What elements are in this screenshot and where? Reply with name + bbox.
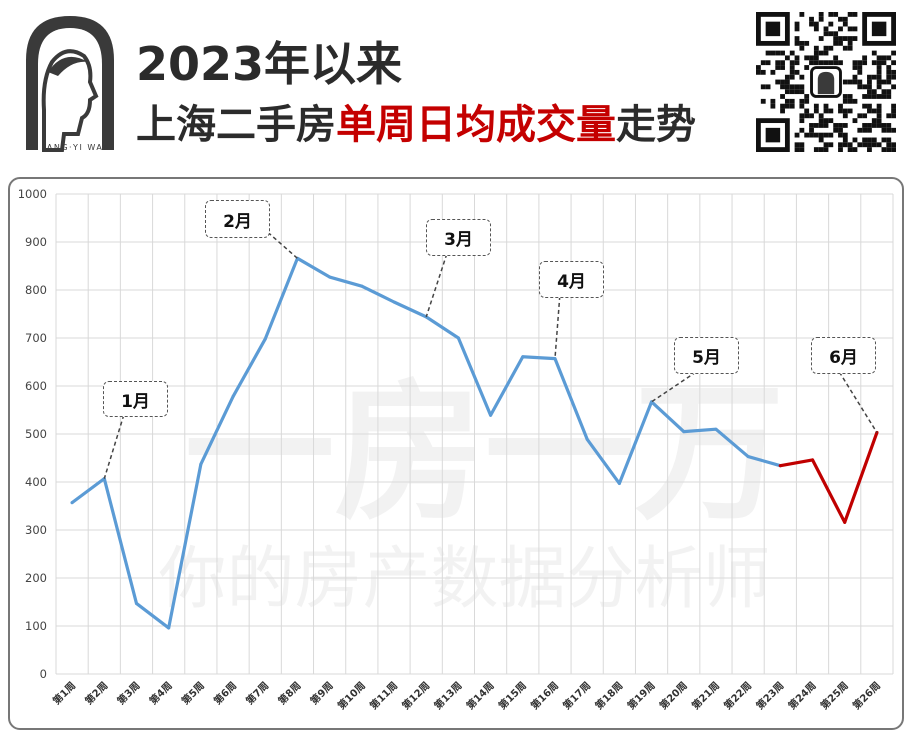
y-tick-label: 600: [25, 379, 47, 393]
qr-code-icon: [756, 12, 896, 152]
x-tick-label: 第17周: [560, 679, 593, 712]
y-tick-label: 100: [25, 619, 47, 633]
x-tick-label: 第20周: [657, 679, 690, 712]
x-tick-label: 第11周: [367, 679, 400, 712]
y-tick-label: 500: [25, 427, 47, 441]
annotation-connector: [425, 253, 448, 318]
x-tick-label: 第4周: [147, 679, 175, 707]
x-tick-label: 第3周: [114, 679, 142, 707]
x-tick-label: 第9周: [307, 679, 335, 707]
x-tick-label: 第14周: [464, 679, 497, 712]
data-point: [811, 458, 815, 462]
data-point: [521, 355, 525, 359]
x-tick-label: 第19周: [625, 679, 658, 712]
data-point: [617, 481, 621, 485]
y-tick-label: 400: [25, 475, 47, 489]
x-tick-label: 第24周: [785, 679, 818, 712]
data-point: [231, 395, 235, 399]
y-tick-label: 300: [25, 523, 47, 537]
x-tick-label: 第13周: [431, 679, 464, 712]
data-point: [134, 601, 138, 605]
y-tick-label: 200: [25, 571, 47, 585]
x-tick-label: 第18周: [592, 679, 625, 712]
data-point: [714, 427, 718, 431]
x-tick-label: 第12周: [399, 679, 432, 712]
x-tick-label: 第23周: [753, 679, 786, 712]
x-tick-label: 第22周: [721, 679, 754, 712]
x-tick-label: 第7周: [243, 679, 271, 707]
month-annotation: 2月: [205, 200, 270, 238]
data-point: [489, 413, 493, 417]
title-line2-suffix: 走势: [616, 102, 696, 148]
y-tick-label: 0: [40, 667, 47, 681]
x-tick-label: 第5周: [179, 679, 207, 707]
data-point: [263, 337, 267, 341]
watermark-sub: 你的房产数据分析师: [158, 540, 770, 619]
month-annotation: 3月: [426, 219, 491, 256]
x-tick-label: 第16周: [528, 679, 561, 712]
data-point: [682, 430, 686, 434]
x-tick-label: 第2周: [82, 679, 110, 707]
x-tick-label: 第6周: [211, 679, 239, 707]
title-line2-highlight: 单周日均成交量: [336, 102, 616, 148]
annotation-connector: [838, 371, 878, 433]
annotation-connector: [267, 231, 298, 259]
chart-frame: [8, 177, 904, 730]
data-point: [553, 357, 557, 361]
month-annotation: 5月: [674, 337, 739, 374]
series-line-recent: [778, 430, 879, 524]
y-tick-label: 1000: [18, 187, 47, 201]
data-point: [199, 462, 203, 466]
logo-icon: [26, 16, 114, 152]
data-point: [392, 300, 396, 304]
data-point: [328, 275, 332, 279]
data-point: [746, 455, 750, 459]
y-tick-label: 700: [25, 331, 47, 345]
month-annotation: 6月: [811, 337, 876, 374]
month-annotation: 4月: [539, 261, 604, 298]
month-annotation: 1月: [103, 381, 168, 417]
logo-caption: YI FANG·YI WAN: [27, 143, 111, 152]
x-tick-label: 第1周: [50, 679, 78, 707]
watermark-main: 一房一万: [184, 367, 784, 541]
data-point: [843, 520, 847, 524]
x-tick-label: 第25周: [818, 679, 851, 712]
y-tick-label: 900: [25, 235, 47, 249]
title-line1: 2023年以来: [136, 37, 403, 91]
annotation-connector: [651, 371, 697, 403]
data-point: [456, 336, 460, 340]
x-tick-label: 第10周: [335, 679, 368, 712]
annotation-connector: [554, 295, 561, 359]
data-point: [585, 437, 589, 441]
title-line2: 上海二手房单周日均成交量走势: [136, 92, 696, 150]
x-tick-label: 第8周: [275, 679, 303, 707]
x-tick-label: 第15周: [496, 679, 529, 712]
x-tick-label: 第21周: [689, 679, 722, 712]
data-point: [167, 626, 171, 630]
data-point: [778, 464, 782, 468]
data-point: [360, 284, 364, 288]
y-tick-label: 800: [25, 283, 47, 297]
x-tick-label: 第26周: [850, 679, 883, 712]
title-line2-prefix: 上海二手房: [136, 102, 336, 148]
data-point: [70, 501, 74, 505]
